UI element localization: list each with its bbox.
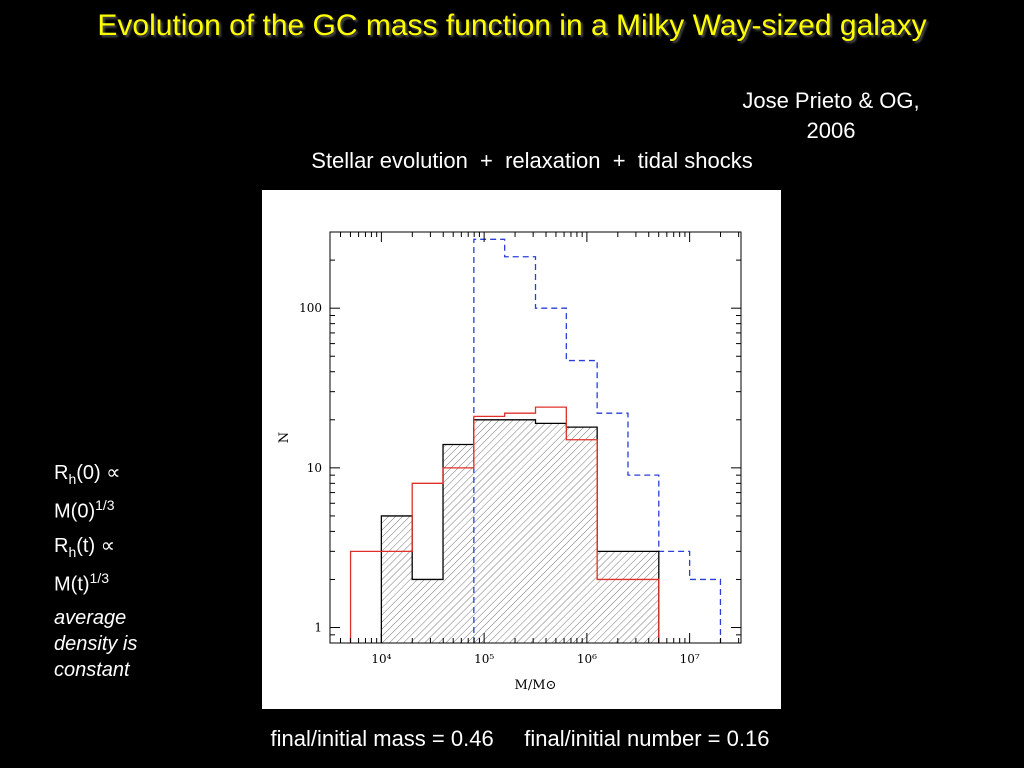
author-line-2: 2006 [806,118,856,143]
y-tick-label-2: 100 [299,301,322,315]
relation-initial-sup: 1/3 [95,497,115,513]
y-axis-label: N [277,432,292,443]
relation-initial-arg: (0) [76,462,101,484]
x-tick-label-0: 10⁴ [371,652,391,666]
final-bin-4 [473,419,505,643]
final-bin-2 [412,579,444,643]
final-bin-7 [566,427,598,643]
histogram-chart: 10⁴ 10⁵ 10⁶ 10⁷ 1 10 100 M/M⊙ N [277,231,742,693]
final-bin-5 [504,419,536,643]
relation-time-m: M(t) [54,573,90,596]
density-note: average density is constant [54,607,138,682]
proportional-symbol: ∝ [100,534,115,557]
side-notes: Rh(0) ∝ M(0)1/3 Rh(t) ∝ M(t)1/3 average … [54,460,184,683]
relation-time-sub: h [68,543,77,560]
x-tick-label-2: 10⁶ [577,652,597,666]
relation-time-arg: (t) [76,534,96,557]
final-bin-8 [597,551,628,643]
chart-panel: 10⁴ 10⁵ 10⁶ 10⁷ 1 10 100 M/M⊙ N [262,190,781,709]
relation-initial-sub: h [68,471,77,487]
y-tick-label-0: 1 [314,621,322,635]
y-tick-label-1: 10 [307,461,322,475]
slide-title: Evolution of the GC mass function in a M… [97,9,927,42]
final-bin-1 [381,515,413,643]
x-tick-label-1: 10⁵ [474,652,494,666]
slide-subtitle: Stellar evolution + relaxation + tidal s… [311,148,753,173]
mass-number-ratios: final/initial mass = 0.46 final/initial … [270,726,770,751]
plot-frame [329,231,742,644]
series-final-alt-line [349,406,660,643]
proportional-symbol: ∝ [106,462,121,484]
x-axis-label: M/M⊙ [515,678,557,693]
author-line-1: Jose Prieto & OG, [742,88,920,113]
relation-time: Rh(t) ∝ M(t)1/3 [54,533,184,598]
x-tick-label-3: 10⁷ [680,652,700,666]
relation-time-r: R [54,534,69,557]
relation-initial: Rh(0) ∝ M(0)1/3 [54,460,184,525]
series-initial-line [473,238,722,643]
final-bin-9 [627,551,659,643]
relation-initial-r: R [54,462,69,484]
relation-initial-m: M(0) [54,500,96,523]
final-bin-6 [535,423,567,643]
relation-time-sup: 1/3 [89,569,110,586]
final-bin-3 [443,444,474,643]
author-citation: Jose Prieto & OG, 2006 [700,86,962,146]
